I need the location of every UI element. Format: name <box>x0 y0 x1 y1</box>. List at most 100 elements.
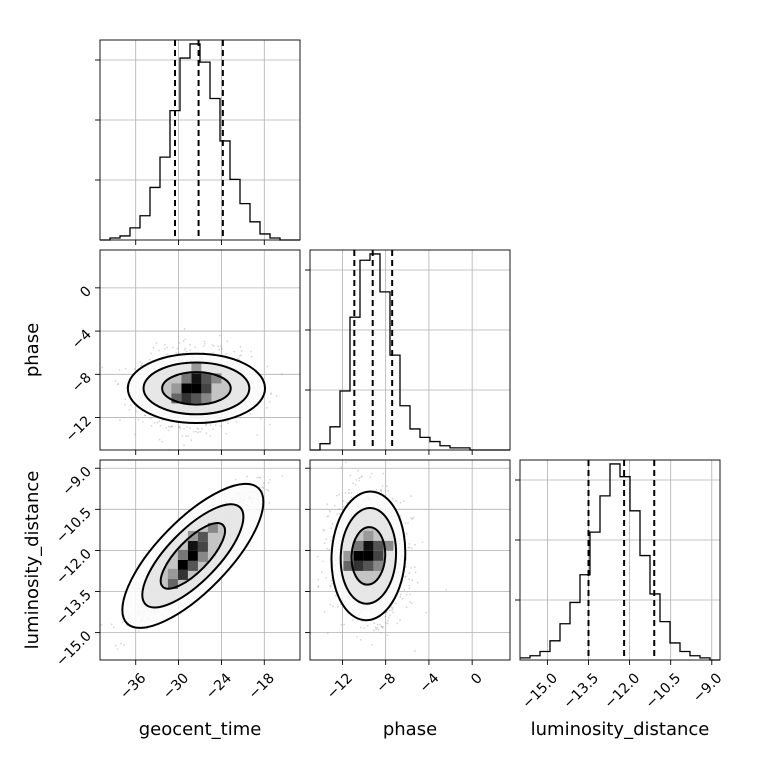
scatter-point <box>181 435 184 437</box>
scatter-point <box>183 444 186 447</box>
scatter-point <box>338 513 341 515</box>
scatter-point <box>158 420 161 423</box>
scatter-point <box>166 346 168 349</box>
scatter-point <box>184 338 187 340</box>
scatter-point <box>340 466 343 469</box>
scatter-point <box>387 489 390 492</box>
joint-geocent-time-phase-frame <box>99 249 301 451</box>
density-cell <box>353 540 364 551</box>
xtick-label-luminosity-distance: −10.5 <box>643 670 685 712</box>
joint-inner <box>100 475 283 651</box>
joint-panel-geocent-time-phase: −12 −8 −4 0 <box>63 249 301 455</box>
scatter-point <box>387 619 389 622</box>
xtick-label-luminosity-distance: −12.0 <box>602 670 644 712</box>
scatter-point <box>176 347 179 350</box>
scatter-point <box>382 625 384 628</box>
scatter-point <box>175 352 178 355</box>
scatter-point <box>414 566 416 568</box>
scatter-point <box>323 529 325 532</box>
scatter-point <box>409 593 411 596</box>
density-cell <box>191 383 202 394</box>
scatter-point <box>233 350 236 353</box>
scatter-point <box>337 606 339 608</box>
scatter-point <box>240 350 243 352</box>
scatter-point <box>326 547 329 550</box>
scatter-point <box>381 626 384 629</box>
scatter-point <box>205 424 207 427</box>
scatter-point <box>414 543 416 546</box>
scatter-point <box>325 577 328 579</box>
scatter-point <box>133 368 136 370</box>
scatter-point <box>266 365 269 368</box>
density-cell <box>373 560 384 571</box>
scatter-point <box>178 425 181 428</box>
scatter-point <box>179 426 181 429</box>
scatter-point <box>361 475 363 478</box>
density-cell <box>343 560 354 571</box>
xtick-label-phase: 0 <box>468 670 486 688</box>
scatter-point <box>399 593 402 596</box>
scatter-point <box>405 532 408 535</box>
scatter-point <box>410 517 412 520</box>
scatter-point <box>114 644 117 647</box>
hist-panel-luminosity-distance: −15.0 −13.5 −12.0 −10.5 −9.0 <box>515 459 725 712</box>
hist-geocent-time-bg <box>100 40 300 240</box>
scatter-point <box>171 425 173 428</box>
scatter-point <box>376 624 379 626</box>
scatter-point <box>322 528 325 531</box>
scatter-point <box>421 541 424 543</box>
scatter-point <box>344 461 347 464</box>
scatter-point <box>404 575 407 578</box>
joint-geocent-time-luminosity-distance-frame <box>99 459 301 661</box>
scatter-point <box>192 430 195 433</box>
scatter-point <box>399 595 402 598</box>
scatter-point <box>224 420 227 423</box>
scatter-point <box>259 418 262 420</box>
scatter-point <box>404 576 406 578</box>
density-cell <box>181 373 192 384</box>
scatter-point <box>265 406 268 409</box>
scatter-point <box>269 478 271 481</box>
scatter-point <box>219 345 222 347</box>
scatter-point <box>144 414 146 416</box>
scatter-point <box>408 584 411 587</box>
scatter-point <box>150 425 153 427</box>
scatter-point <box>374 626 377 628</box>
scatter-point <box>269 393 272 395</box>
histogram-geocent-time <box>100 43 300 241</box>
scatter-point <box>412 516 415 519</box>
scatter-point <box>402 500 405 503</box>
hist-luminosity-distance-frame <box>519 459 721 661</box>
contour-line <box>339 507 398 605</box>
scatter-point <box>100 624 103 626</box>
scatter-point <box>379 623 381 626</box>
scatter-point <box>189 427 191 430</box>
histogram-luminosity-distance <box>520 463 720 661</box>
scatter-point <box>267 489 270 492</box>
scatter-point <box>189 343 192 346</box>
scatter-point <box>209 424 212 427</box>
scatter-point <box>380 491 383 493</box>
scatter-point <box>370 472 373 475</box>
scatter-point <box>134 433 137 436</box>
joint-panel-phase-luminosity-distance: −12 −8 −4 0 <box>305 455 511 703</box>
scatter-point <box>194 346 196 349</box>
scatter-point <box>156 421 159 424</box>
scatter-point <box>234 478 237 481</box>
scatter-point <box>321 560 324 563</box>
density-cell <box>197 551 208 562</box>
scatter-point <box>360 455 362 457</box>
scatter-point <box>317 578 320 581</box>
scatter-point <box>236 357 239 360</box>
scatter-point <box>335 494 338 497</box>
scatter-point <box>263 482 265 485</box>
scatter-point <box>373 622 376 625</box>
ytick-label-luminosity-distance: −13.5 <box>53 587 95 629</box>
scatter-point <box>340 623 343 626</box>
density-cell <box>201 373 212 384</box>
scatter-point <box>123 644 125 646</box>
density-cell <box>201 383 212 394</box>
scatter-point <box>94 385 96 387</box>
scatter-point <box>329 510 331 513</box>
